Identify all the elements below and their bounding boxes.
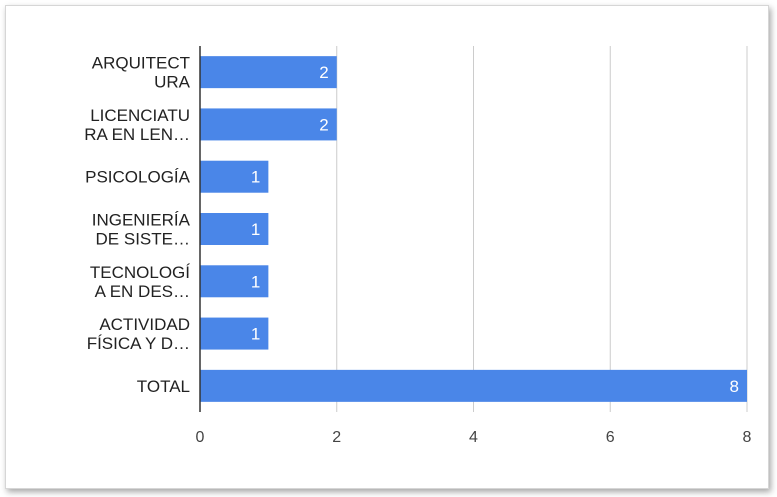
category-label: LICENCIATU RA EN LEN… bbox=[84, 106, 190, 144]
category-label: ARQUITECT URA bbox=[92, 54, 191, 92]
category-label-line: INGENIERÍA bbox=[92, 211, 191, 230]
data-label: 1 bbox=[251, 220, 260, 239]
category-label: TECNOLOGÍ A EN DES… bbox=[90, 263, 190, 301]
bar bbox=[200, 317, 269, 350]
chart-card: 2 2 1 1 1 1 8 ARQUITECT URA LICENCIATU RA EN LEN…… bbox=[5, 5, 769, 489]
bar bbox=[200, 108, 337, 141]
x-tick-label: 2 bbox=[332, 429, 341, 446]
category-label-line: A EN DES… bbox=[95, 282, 190, 301]
x-tick-label: 0 bbox=[196, 429, 205, 446]
category-label: TOTAL bbox=[137, 377, 190, 396]
category-label-line: LICENCIATU bbox=[90, 106, 190, 125]
category-label-line: ACTIVIDAD bbox=[99, 315, 190, 334]
category-label-line: ARQUITECT bbox=[92, 54, 190, 73]
gridlines bbox=[336, 46, 748, 412]
bars: 2 2 1 1 1 1 8 bbox=[200, 56, 747, 402]
category-label-line: FÍSICA Y D… bbox=[87, 334, 190, 353]
bar bbox=[200, 369, 747, 402]
data-label: 2 bbox=[319, 63, 328, 82]
category-label-line: DE SISTE… bbox=[96, 230, 190, 249]
category-label-line: URA bbox=[154, 73, 191, 92]
data-label: 1 bbox=[251, 168, 260, 187]
category-label: PSICOLOGÍA bbox=[85, 168, 191, 187]
x-tick-label: 4 bbox=[469, 429, 478, 446]
bar bbox=[200, 160, 269, 193]
data-label: 8 bbox=[730, 377, 739, 396]
bar bbox=[200, 56, 337, 89]
category-label: INGENIERÍA DE SISTE… bbox=[92, 211, 191, 249]
bar bbox=[200, 213, 269, 245]
x-tick-labels: 0 2 4 6 8 bbox=[196, 429, 752, 446]
data-label: 1 bbox=[251, 272, 260, 291]
category-label-line: TECNOLOGÍ bbox=[90, 263, 190, 282]
category-label-line: TOTAL bbox=[137, 377, 190, 396]
data-label: 1 bbox=[251, 325, 260, 344]
x-tick-label: 6 bbox=[606, 429, 615, 446]
bar bbox=[200, 265, 269, 298]
category-label: ACTIVIDAD FÍSICA Y D… bbox=[87, 315, 190, 353]
x-tick-label: 8 bbox=[743, 429, 752, 446]
data-label: 2 bbox=[319, 115, 328, 134]
category-label-line: PSICOLOGÍA bbox=[85, 168, 191, 187]
bar-chart: 2 2 1 1 1 1 8 ARQUITECT URA LICENCIATU RA EN LEN…… bbox=[84, 46, 752, 446]
category-label-line: RA EN LEN… bbox=[84, 125, 190, 144]
category-labels: ARQUITECT URA LICENCIATU RA EN LEN… PSICOLOG… bbox=[84, 54, 190, 396]
